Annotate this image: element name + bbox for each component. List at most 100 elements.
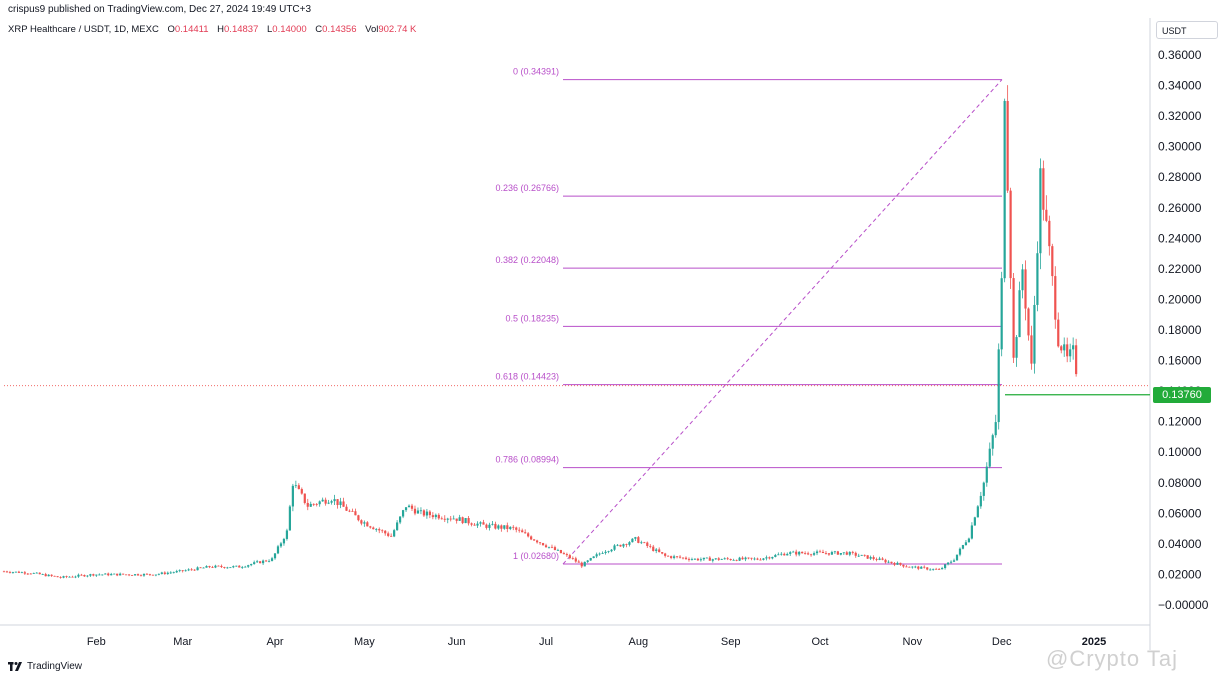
candle-body	[125, 574, 128, 576]
candle-body	[586, 560, 589, 562]
y-tick-label: 0.18000	[1158, 323, 1202, 337]
candle-body	[23, 572, 26, 574]
candle-body	[273, 553, 277, 559]
candle-body	[181, 570, 184, 572]
candle-body	[59, 577, 62, 578]
candle-body	[854, 552, 857, 556]
candle-body	[148, 573, 152, 575]
candle-body	[11, 572, 15, 573]
candle-body	[89, 574, 92, 576]
candle-body	[506, 525, 509, 529]
y-tick-label: 0.32000	[1158, 109, 1202, 123]
y-tick-label: 0.12000	[1158, 415, 1202, 429]
candle-body	[122, 573, 125, 575]
candle-body	[955, 554, 959, 561]
candle-body	[1021, 269, 1024, 291]
candle-body	[425, 511, 428, 516]
candle-body	[866, 555, 869, 559]
candle-body	[44, 574, 47, 577]
x-axis: Feb Mar Apr May Jun Jul Aug Sep Oct Nov Dec 2025	[87, 636, 1106, 648]
candle-body	[169, 572, 172, 574]
candle-body	[592, 556, 595, 559]
candle-body	[464, 518, 467, 524]
candle-body	[473, 524, 476, 526]
candle-body	[723, 558, 726, 560]
fibonacci-retracement[interactable]: 0 (0.34391) 0.236 (0.26766) 0.382 (0.22048…	[495, 67, 1003, 565]
candle-body	[419, 510, 423, 512]
candle-body	[926, 567, 929, 570]
candle-body	[259, 561, 262, 564]
candle-body	[291, 485, 294, 507]
candle-body	[759, 559, 762, 561]
candle-body	[178, 570, 181, 572]
candle-body	[693, 558, 697, 560]
candle-body	[145, 573, 149, 575]
candle-body	[98, 574, 101, 576]
candle-body	[312, 503, 315, 505]
candle-body	[410, 505, 414, 509]
candle-body	[637, 537, 640, 543]
candle-body	[565, 554, 568, 556]
candle-body	[786, 553, 789, 556]
candle-body	[958, 548, 962, 555]
candle-body	[440, 518, 443, 520]
candle-body	[1069, 349, 1072, 357]
candle-body	[640, 542, 643, 544]
currency-button[interactable]: USDT	[1156, 21, 1218, 39]
candle-body	[571, 558, 574, 559]
candle-body	[104, 573, 107, 575]
candle-body	[211, 567, 214, 568]
candle-body	[381, 530, 384, 532]
candle-body	[476, 523, 479, 526]
candle-body	[708, 557, 711, 561]
candle-body	[613, 545, 616, 550]
candle-body	[497, 525, 500, 529]
x-tick-label: Mar	[173, 636, 192, 648]
candle-body	[845, 552, 848, 555]
candle-body	[789, 552, 792, 554]
candle-body	[824, 553, 828, 554]
candle-body	[622, 544, 625, 547]
candle-body	[538, 542, 542, 544]
symbol-label[interactable]: XRP Healthcare / USDT, 1D, MEXC	[8, 24, 159, 35]
candle-body	[187, 569, 190, 571]
candle-body	[908, 566, 911, 568]
candle-body	[446, 518, 449, 520]
candle-body	[184, 570, 187, 572]
candle-body	[26, 573, 29, 575]
candle-body	[1060, 346, 1063, 351]
fib-level-label: 0.618 (0.14423)	[495, 372, 559, 382]
open-label: O	[167, 24, 175, 35]
candle-body	[83, 574, 86, 577]
candle-body	[342, 501, 345, 507]
candle-body	[917, 566, 920, 569]
candle-body	[1015, 337, 1018, 358]
y-tick-label: 0.08000	[1158, 476, 1202, 490]
candle-body	[488, 524, 491, 528]
candle-body	[470, 523, 473, 525]
candle-body	[1057, 319, 1060, 347]
candle-body	[655, 549, 658, 551]
tradingview-brand[interactable]: TradingView	[8, 661, 82, 672]
candle-body	[217, 565, 220, 567]
candle-body	[994, 422, 997, 436]
candle-body	[869, 557, 872, 559]
candle-body	[863, 554, 866, 556]
candle-body	[804, 553, 807, 555]
candle-body	[801, 551, 804, 554]
candle-body	[1027, 308, 1030, 336]
candle-body	[991, 435, 994, 449]
candle-body	[56, 576, 59, 578]
candle-body	[756, 558, 759, 560]
candle-body	[136, 574, 140, 576]
candle-body	[321, 499, 324, 502]
candle-body	[792, 551, 795, 553]
candle-body	[920, 566, 923, 569]
candle-body	[884, 559, 887, 563]
candle-body	[851, 551, 854, 553]
candle-body	[336, 499, 339, 506]
candle-body	[988, 448, 991, 467]
candle-body	[160, 572, 163, 574]
candle-body	[363, 522, 366, 524]
